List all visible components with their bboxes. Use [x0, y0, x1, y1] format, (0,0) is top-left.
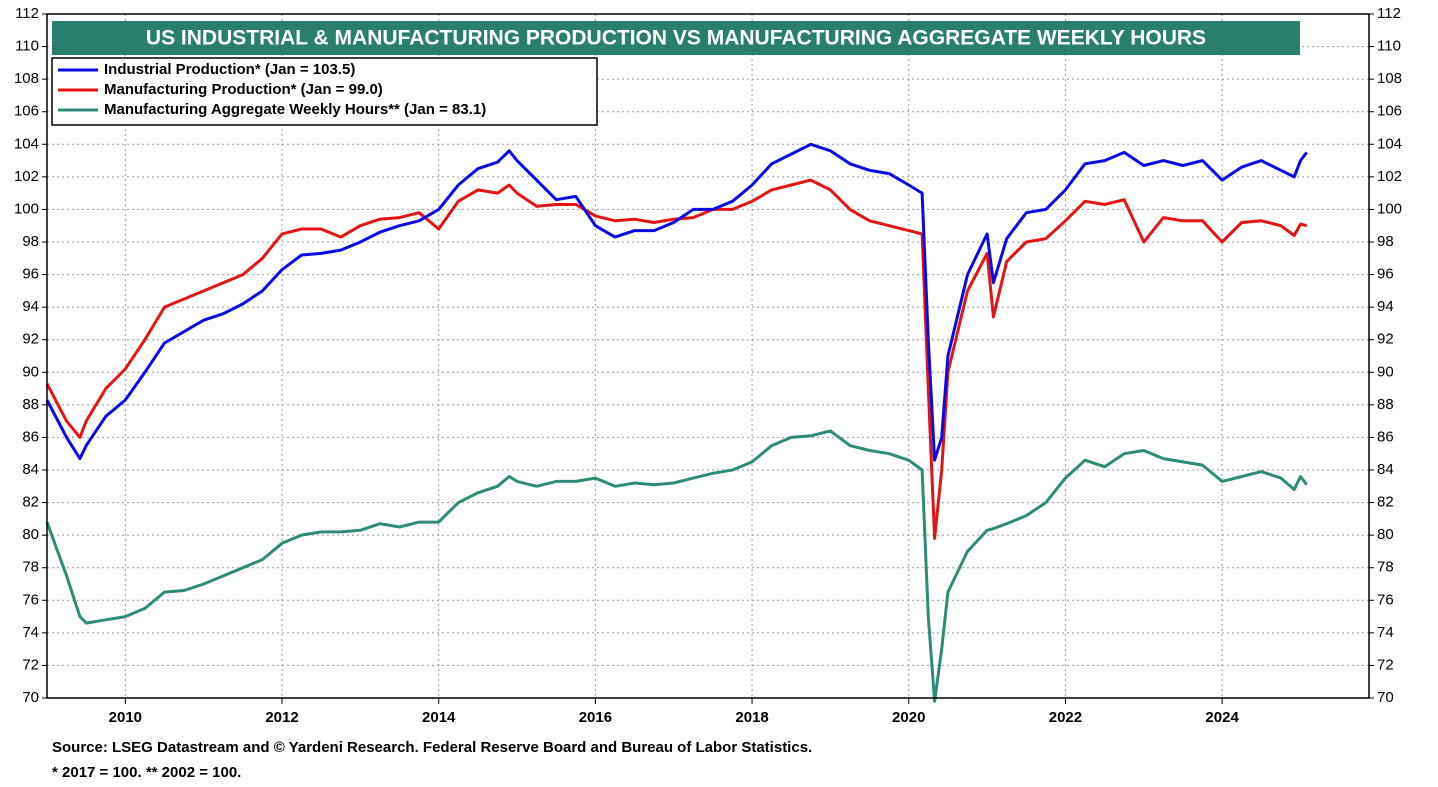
y2-tick-label: 82	[1377, 494, 1394, 511]
y2-tick-label: 76	[1377, 591, 1394, 608]
footnote: * 2017 = 100. ** 2002 = 100.	[52, 764, 241, 781]
y-tick-label: 108	[14, 70, 39, 87]
y2-tick-label: 96	[1377, 266, 1394, 283]
x-tick-label: 2020	[892, 709, 925, 726]
y2-tick-label: 108	[1377, 70, 1402, 87]
y2-tick-label: 112	[1377, 5, 1401, 22]
legend-label: Manufacturing Production* (Jan = 99.0)	[104, 81, 383, 98]
legend-label: Manufacturing Aggregate Weekly Hours** (…	[104, 101, 486, 118]
y2-tick-label: 74	[1377, 624, 1394, 641]
legend-box	[51, 57, 598, 126]
y2-tick-label: 72	[1377, 656, 1394, 673]
y2-tick-label: 90	[1377, 363, 1394, 380]
x-tick-label: 2012	[265, 709, 298, 726]
y-tick-label: 82	[22, 494, 39, 511]
y-tick-label: 90	[22, 363, 39, 380]
plot-frame	[46, 13, 1370, 699]
y-tick-label: 110	[15, 38, 39, 55]
x-tick-label: 2014	[422, 709, 456, 726]
y-tick-label: 98	[22, 233, 39, 250]
y-tick-label: 86	[22, 428, 39, 445]
y-tick-label: 96	[22, 266, 39, 283]
y-tick-label: 94	[22, 298, 39, 315]
y-tick-label: 80	[22, 526, 39, 543]
y-tick-label: 74	[22, 624, 39, 641]
y-tick-label: 70	[22, 689, 39, 706]
y-tick-label: 88	[22, 396, 39, 413]
y2-tick-label: 86	[1377, 428, 1394, 445]
y-tick-label: 106	[14, 103, 39, 120]
chart-title: US INDUSTRIAL & MANUFACTURING PRODUCTION…	[146, 27, 1206, 50]
y2-tick-label: 80	[1377, 526, 1394, 543]
legend-label: Industrial Production* (Jan = 103.5)	[104, 61, 355, 78]
x-tick-label: 2016	[579, 709, 612, 726]
y-tick-label: 76	[22, 591, 39, 608]
x-tick-label: 2024	[1205, 709, 1239, 726]
source-note: Source: LSEG Datastream and © Yardeni Re…	[52, 739, 812, 756]
y2-tick-label: 98	[1377, 233, 1394, 250]
y-tick-label: 78	[22, 559, 39, 576]
y2-tick-label: 100	[1377, 200, 1402, 217]
y2-tick-label: 92	[1377, 331, 1394, 348]
y2-tick-label: 106	[1377, 103, 1402, 120]
y-tick-label: 104	[14, 135, 39, 152]
y-tick-label: 84	[22, 461, 39, 478]
y2-tick-label: 78	[1377, 559, 1394, 576]
plot-area	[47, 14, 1369, 698]
y2-tick-label: 104	[1377, 135, 1402, 152]
y2-tick-label: 88	[1377, 396, 1394, 413]
series-line	[45, 142, 1308, 462]
y-tick-label: 112	[15, 5, 39, 22]
y2-tick-label: 70	[1377, 689, 1394, 706]
y-tick-label: 102	[14, 168, 39, 185]
y2-tick-label: 94	[1377, 298, 1394, 315]
y2-tick-label: 110	[1377, 38, 1401, 55]
y2-tick-label: 84	[1377, 461, 1394, 478]
y2-tick-label: 102	[1377, 168, 1402, 185]
y-tick-label: 72	[22, 656, 39, 673]
x-tick-label: 2010	[109, 709, 142, 726]
title-box	[52, 21, 1300, 55]
y-tick-label: 92	[22, 331, 39, 348]
x-tick-label: 2018	[735, 709, 768, 726]
y-tick-label: 100	[14, 200, 39, 217]
series-line	[45, 429, 1308, 703]
x-tick-label: 2022	[1049, 709, 1082, 726]
